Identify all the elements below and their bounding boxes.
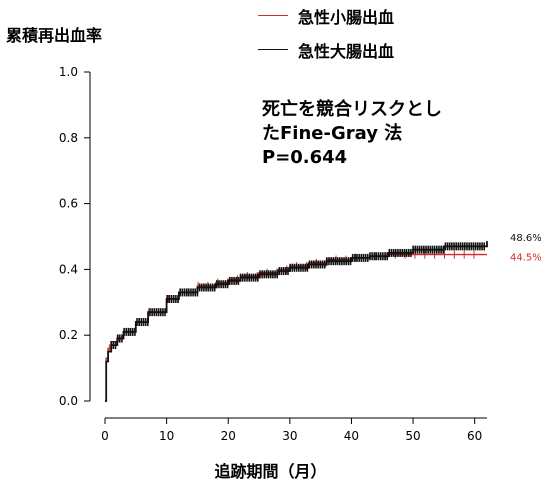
end-label-0: 44.5% <box>510 253 541 264</box>
censor-marks-1 <box>110 242 486 350</box>
x-tick-label: 60 <box>467 429 482 443</box>
x-tick-label: 50 <box>405 429 420 443</box>
y-tick-label: 0.6 <box>59 197 78 211</box>
x-tick-label: 20 <box>221 429 236 443</box>
x-tick-label: 30 <box>282 429 297 443</box>
series-line-0 <box>105 253 487 402</box>
x-axis-label: 追跡期間（月） <box>214 462 327 481</box>
y-tick-label: 0.0 <box>59 394 78 408</box>
legend-swatch-red <box>258 15 288 16</box>
annotation-line-1: 死亡を競合リスクとし <box>262 99 442 120</box>
annotation-line-2: たFine-Gray 法 <box>262 123 403 144</box>
series-layer <box>105 241 488 402</box>
legend-label: 急性大腸出血 <box>298 42 395 61</box>
legend-swatch-black <box>258 49 288 50</box>
annotation: 死亡を競合リスクとし たFine-Gray 法 P=0.644 <box>262 98 442 170</box>
y-tick-label: 1.0 <box>59 65 78 79</box>
y-tick-label: 0.2 <box>59 328 78 342</box>
annotation-line-3: P=0.644 <box>262 147 348 168</box>
legend-label: 急性小腸出血 <box>298 8 395 27</box>
end-labels: 44.5% 48.6% <box>510 233 541 263</box>
end-label-1: 48.6% <box>510 233 541 244</box>
x-tick-label: 40 <box>344 429 359 443</box>
legend-item-small-intestine: 急性小腸出血 <box>256 4 456 38</box>
y-tick-label: 0.8 <box>59 131 78 145</box>
x-tick-label: 10 <box>159 429 174 443</box>
x-tick-label: 0 <box>101 429 109 443</box>
legend-item-large-intestine: 急性大腸出血 <box>256 38 456 72</box>
y-axis-label: 累積再出血率 <box>6 26 103 45</box>
y-tick-label: 0.4 <box>59 262 78 276</box>
legend: 急性小腸出血 急性大腸出血 <box>256 4 456 72</box>
axes: 0.0 0.2 0.4 0.6 0.8 1.0 0 10 20 30 40 50 60 <box>59 65 487 443</box>
